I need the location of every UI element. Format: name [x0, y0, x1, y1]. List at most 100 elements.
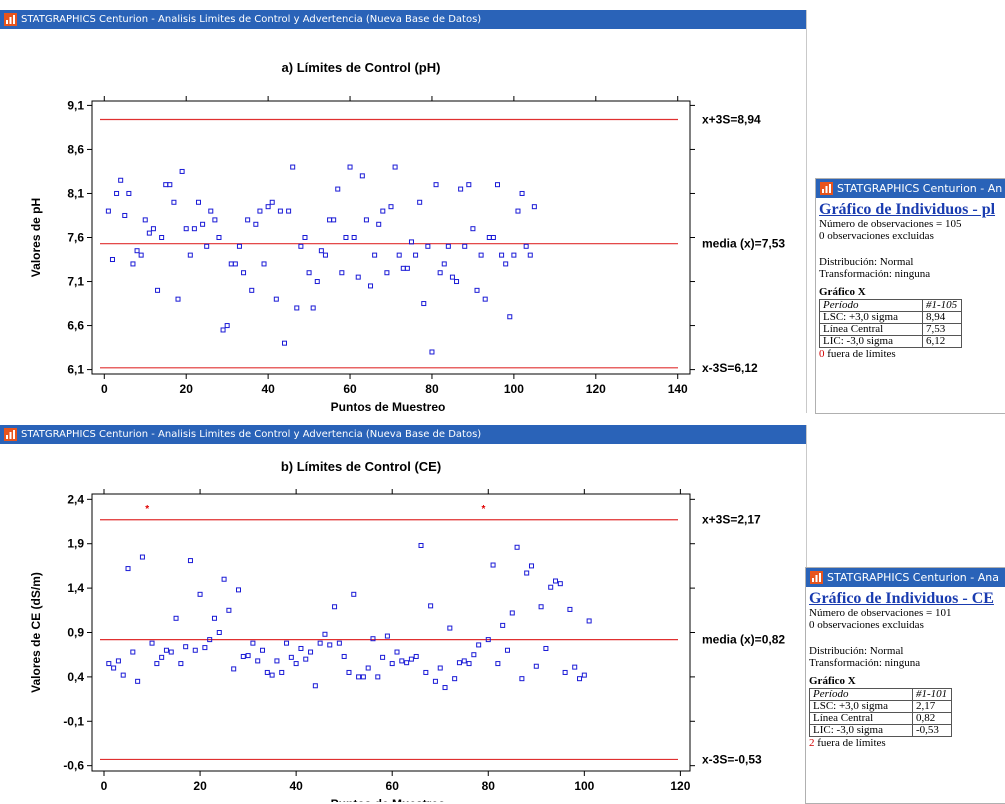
data-point: [336, 640, 342, 646]
data-point: [562, 669, 568, 675]
table-cell: 6,12: [922, 335, 962, 348]
data-point: [433, 182, 439, 188]
data-point: [249, 287, 255, 293]
chart-window-ce-titlebar[interactable]: STATGRAPHICS Centurion - Analisis Limite…: [0, 425, 806, 444]
data-point: [511, 252, 517, 258]
data-point: [577, 676, 583, 682]
distribution-text: Distribución: Normal: [819, 256, 914, 268]
data-point: [466, 182, 472, 188]
data-point: [317, 640, 323, 646]
data-point: [306, 270, 312, 276]
info-heading-link[interactable]: Gráfico de Individuos - pl: [819, 201, 996, 218]
data-point: [509, 610, 515, 616]
data-point: [449, 274, 455, 280]
chart-title: a) Límites de Control (pH): [282, 60, 441, 75]
info-panel-ph[interactable]: STATGRAPHICS Centurion - An Gráfico de I…: [815, 178, 1005, 414]
data-point: [445, 243, 451, 249]
info-panel-ce[interactable]: STATGRAPHICS Centurion - Ana Gráfico de …: [805, 567, 1005, 804]
data-point: [105, 208, 111, 214]
data-point: [200, 221, 206, 227]
data-point: [130, 649, 136, 655]
y-tick-label: -0,6: [63, 759, 84, 773]
ucl-label: x+3S=2,17: [702, 513, 761, 527]
data-point: [314, 279, 320, 285]
data-point: [528, 563, 534, 569]
data-point: [351, 235, 357, 240]
excluded-count: 0 observaciones excluidas: [819, 230, 934, 242]
data-point: [548, 584, 554, 590]
data-point: [269, 199, 275, 205]
data-point: [195, 199, 201, 205]
data-point: [514, 544, 520, 550]
ce-control-chart: b) Límites de Control (CE) -0,6 -0,1 0,4 0,9…: [29, 459, 785, 802]
data-point: [417, 199, 423, 205]
data-point: [109, 257, 115, 263]
data-point: [490, 235, 496, 240]
info-panel-ce-titlebar[interactable]: STATGRAPHICS Centurion - Ana: [806, 568, 1005, 587]
data-point: [437, 270, 443, 276]
y-tick-label: 1,9: [67, 537, 84, 551]
table-cell: 7,53: [922, 323, 962, 336]
info-heading-link[interactable]: Gráfico de Individuos - CE: [809, 590, 994, 607]
data-point: [421, 301, 427, 307]
table-cell: Período: [819, 299, 923, 312]
chart-window-ce[interactable]: STATGRAPHICS Centurion - Analisis Limite…: [0, 425, 807, 802]
data-point: [456, 660, 462, 666]
section-title: Gráfico X: [819, 286, 866, 298]
x-tick-label: 40: [261, 382, 275, 396]
lcl-label: x-3S=-0,53: [702, 752, 762, 766]
data-point: [346, 669, 352, 675]
data-point: [220, 327, 226, 333]
out-of-limit-point: *: [482, 504, 486, 515]
data-point: [245, 217, 251, 223]
out-of-limits-count: 2: [809, 737, 815, 749]
x-tick-label: 100: [504, 382, 524, 396]
data-point: [284, 640, 290, 646]
y-axis-label: Valores de CE (dS/m): [29, 572, 43, 693]
data-point: [485, 637, 491, 643]
center-label: media (x)=7,53: [702, 237, 785, 251]
chart-window-ph[interactable]: STATGRAPHICS Centurion - Analisis Limite…: [0, 10, 807, 413]
data-point: [538, 604, 544, 610]
table-cell: Línea Central: [809, 712, 913, 725]
data-point: [394, 649, 400, 655]
data-point: [478, 252, 484, 258]
data-point: [482, 296, 488, 302]
data-point: [375, 674, 381, 680]
data-point: [356, 674, 362, 680]
data-point: [183, 644, 189, 650]
data-point: [384, 633, 390, 639]
data-point: [139, 554, 145, 560]
ph-control-chart: a) Límites de Control (pH) 6,1 6,6 7,1 7,6 8,…: [29, 60, 785, 413]
data-point: [399, 658, 405, 664]
info-panel-ph-titlebar[interactable]: STATGRAPHICS Centurion - An: [816, 179, 1005, 198]
data-point: [142, 217, 148, 223]
data-point: [273, 296, 279, 302]
data-point: [106, 661, 112, 667]
y-tick-label: 6,6: [67, 319, 84, 333]
data-point: [389, 661, 395, 667]
data-point: [191, 226, 197, 232]
data-point: [441, 261, 447, 267]
data-point: [231, 666, 237, 672]
data-point: [533, 663, 539, 669]
chart-window-ph-titlebar[interactable]: STATGRAPHICS Centurion - Analisis Limite…: [0, 10, 806, 29]
data-point: [466, 661, 472, 667]
y-tick-label: 6,1: [67, 363, 84, 377]
section-title: Gráfico X: [809, 675, 856, 687]
data-point: [290, 164, 296, 170]
data-point: [341, 653, 347, 659]
data-point: [432, 678, 438, 684]
plot-frame: [91, 100, 691, 375]
data-point: [372, 252, 378, 258]
data-point: [474, 287, 480, 293]
table-cell: LSC: +3,0 sigma: [819, 311, 923, 324]
data-point: [447, 625, 453, 631]
x-tick-label: 60: [343, 382, 357, 396]
data-point: [458, 186, 464, 192]
data-point: [327, 217, 333, 223]
data-point: [236, 243, 242, 249]
data-point: [253, 221, 259, 227]
data-point: [125, 566, 131, 572]
statgraphics-logo-icon: [4, 13, 17, 26]
